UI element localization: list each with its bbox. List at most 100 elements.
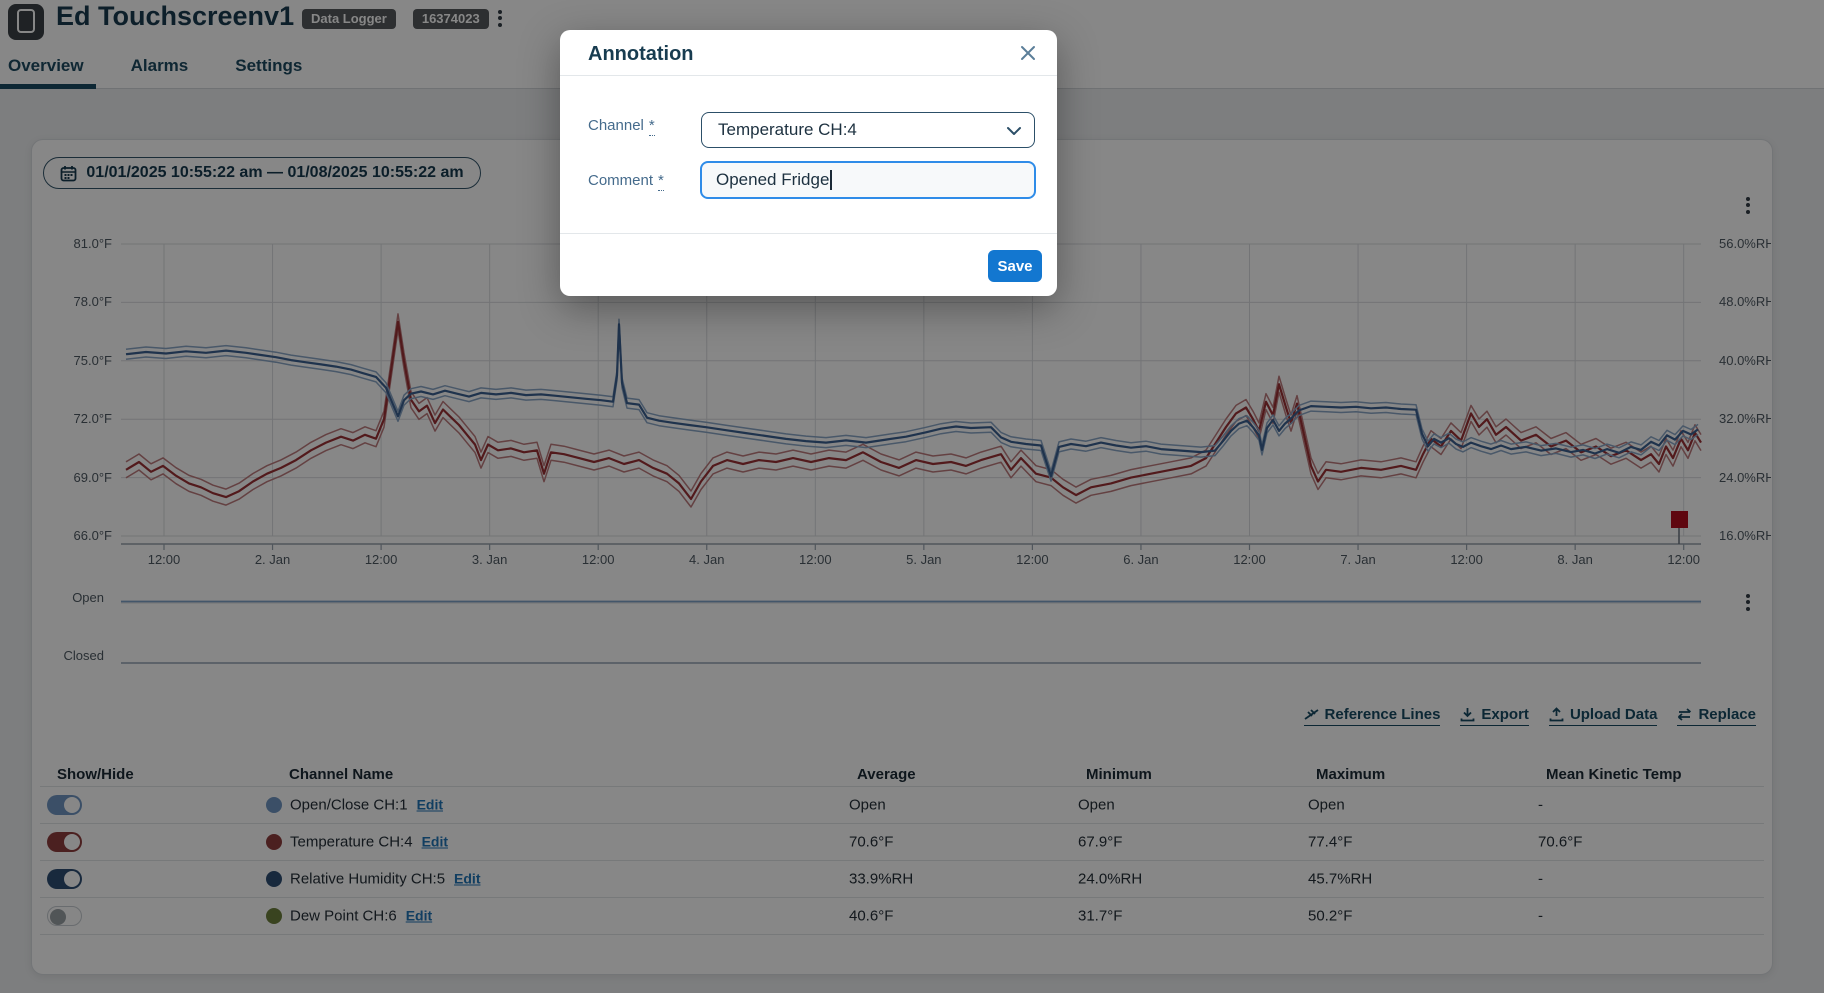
required-asterisk: * [658,172,664,191]
tab-settings[interactable]: Settings [235,56,303,75]
channel-name: Dew Point CH:6 Edit [290,908,432,925]
mean-kinetic-temp-value: - [1538,907,1543,925]
mean-kinetic-temp-value: - [1538,870,1543,888]
device-badges: Data Logger 16374023 [302,9,489,29]
reference-lines-icon [1304,709,1319,720]
save-button[interactable]: Save [988,250,1042,282]
required-asterisk: * [648,117,655,136]
y-axis-right-label: 32.0%RH [1719,411,1771,427]
modal-header-divider [560,75,1057,76]
series-band-Relative Humidity CH:5 [125,328,1699,482]
x-axis-label: 12:00 [1450,552,1483,567]
x-axis-label: 4. Jan [689,552,725,567]
edit-channel-link[interactable]: Edit [421,833,449,850]
date-range-button[interactable]: 01/01/2025 10:55:22 am — 01/08/2025 10:5… [43,157,481,189]
x-axis-label: 3. Jan [471,552,508,567]
x-axis-label: 7. Jan [1340,552,1376,567]
reference-lines-label: Reference Lines [1324,706,1441,723]
door-axis-label: Open [72,590,104,605]
toggle-knob [64,834,80,850]
door-chart [121,600,1701,664]
date-range-label: 01/01/2025 10:55:22 am — 01/08/2025 10:5… [86,164,464,181]
replace-link[interactable]: Replace [1677,706,1756,726]
chart-actions-row: Reference Lines Export Upload Data Replace [1303,706,1756,726]
maximum-value: Open [1308,796,1345,814]
upload-data-link[interactable]: Upload Data [1548,706,1658,726]
channel-name-label: Dew Point CH:6 [290,907,397,925]
toggle-knob [64,871,80,887]
y-axis-left-label: 66.0°F [73,528,112,543]
y-axis-right-label: 48.0%RH [1719,294,1771,310]
show-hide-toggle[interactable] [47,832,82,852]
show-hide-toggle[interactable] [47,869,82,889]
x-axis-label: 12:00 [364,552,398,567]
channel-table: Open/Close CH:1 Edit Open Open Open - Temperat… [40,786,1764,935]
door-chart-menu-kebab-icon[interactable] [1739,590,1757,614]
channel-select-value: Temperature CH:4 [718,120,857,139]
maximum-value: 77.4°F [1308,833,1353,851]
mean-kinetic-temp-value: - [1538,796,1543,814]
channel-color-dot [266,871,282,887]
minimum-value: 24.0%RH [1078,870,1143,888]
toggle-knob [50,908,66,925]
main-chart [121,243,1702,550]
channel-color-dot [266,834,282,850]
series-band-Temperature CH:4 [125,329,1702,508]
chevron-down-icon [1007,127,1021,135]
x-axis-label: 12:00 [1667,552,1700,567]
average-value: 70.6°F [849,833,894,851]
column-header-mean-kinetic-temp: Mean Kinetic Temp [1546,766,1682,783]
text-caret [830,170,832,190]
device-badge: 16374023 [412,9,489,29]
y-axis-left-label: 69.0°F [73,469,112,485]
tab-bar: Overview Alarms Settings [8,50,302,90]
channel-name: Temperature CH:4 Edit [290,834,448,851]
maximum-value: 50.2°F [1308,907,1353,925]
edit-channel-link[interactable]: Edit [416,796,444,813]
y-axis-right-label: 40.0%RH [1719,352,1771,368]
active-tab-underline [0,84,96,89]
annotation-modal: Annotation Channel * Temperature CH:4 Com… [560,30,1057,296]
close-icon[interactable] [1019,44,1037,62]
main-chart-menu-kebab-icon[interactable] [1739,193,1757,217]
upload-icon [1549,707,1564,722]
channel-name-label: Temperature CH:4 [290,833,413,851]
tab-overview[interactable]: Overview [8,56,84,75]
y-axis-left-label: 81.0°F [73,236,112,251]
edit-channel-link[interactable]: Edit [405,907,433,924]
tab-alarms[interactable]: Alarms [130,56,189,75]
column-header-channel-name: Channel Name [289,766,394,783]
channel-table-header: Show/Hide Channel Name Average Minimum Maxim… [40,766,1764,791]
device-menu-kebab-icon[interactable] [491,6,509,30]
edit-channel-link[interactable]: Edit [454,870,481,887]
x-axis-label: 5. Jan [906,552,942,567]
maximum-value: 45.7%RH [1308,870,1373,888]
x-axis-label: 6. Jan [1123,552,1159,567]
annotation-flag-marker[interactable] [1671,511,1688,528]
channel-select[interactable]: Temperature CH:4 [701,112,1035,148]
show-hide-toggle[interactable] [47,795,82,815]
minimum-value: 67.9°F [1078,833,1123,851]
comment-input[interactable]: Opened Fridge [700,161,1036,199]
average-value: 40.6°F [849,907,894,925]
channel-field-label: Channel * [588,117,655,136]
column-header-average: Average [857,766,916,783]
replace-label: Replace [1698,706,1756,723]
modal-footer-divider [560,233,1057,234]
minimum-value: 31.7°F [1078,907,1123,925]
export-link[interactable]: Export [1460,706,1529,726]
channel-color-dot [266,797,282,813]
channel-name: Relative Humidity CH:5 Edit [290,871,481,888]
toggle-knob [64,797,80,813]
table-row: Temperature CH:4 Edit 70.6°F 67.9°F 77.4°F 70… [40,824,1764,861]
channel-name: Open/Close CH:1 Edit [290,797,443,814]
modal-title: Annotation [588,43,694,65]
table-row: Open/Close CH:1 Edit Open Open Open - [40,787,1764,824]
show-hide-toggle[interactable] [47,906,82,926]
reference-lines-link[interactable]: Reference Lines [1303,706,1441,726]
download-icon [1461,708,1475,722]
y-axis-right-label: 56.0%RH [1719,236,1771,251]
column-header-minimum: Minimum [1086,766,1152,783]
series-band-Temperature CH:4 [125,313,1702,492]
